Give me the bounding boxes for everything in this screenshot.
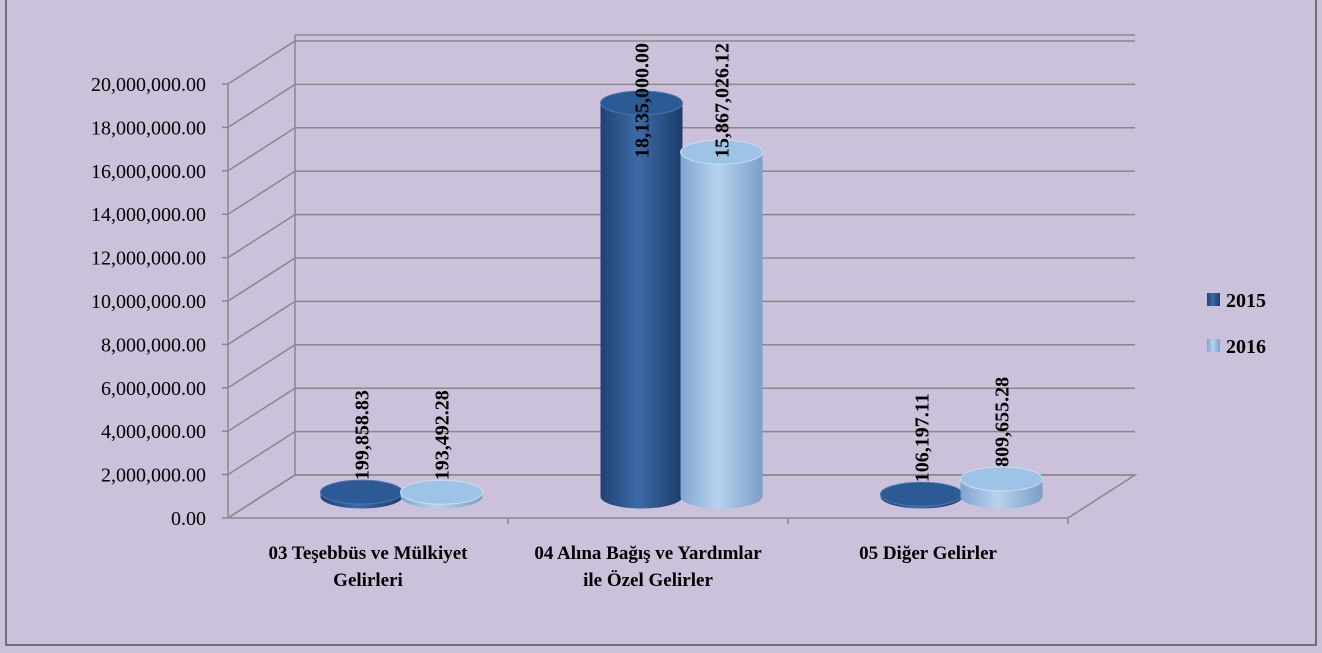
y-tick-label: 6,000,000.00 <box>101 378 206 400</box>
cylinder-top <box>400 479 483 505</box>
cylinder <box>400 479 483 509</box>
grid-line <box>227 40 1135 85</box>
grid-line <box>227 83 1135 129</box>
cylinder-top <box>880 481 963 507</box>
grid-line <box>227 387 1135 432</box>
value-label: 18,135,000.00 <box>632 43 654 158</box>
grid-line <box>227 474 1135 519</box>
cylinder <box>600 90 683 509</box>
cylinder-top <box>600 90 683 116</box>
cylinder <box>320 479 403 509</box>
value-label: 809,655.28 <box>992 377 1014 467</box>
y-tick-label: 2,000,000.00 <box>101 465 206 487</box>
cylinder <box>880 481 963 509</box>
cylinder-body <box>680 152 763 509</box>
grid-line <box>227 127 1135 172</box>
cylinder-top <box>680 139 763 165</box>
x-tick-label: 04 Alına Bağış ve Yardımlar ile Özel Gel… <box>534 543 762 591</box>
y-tick-label: 10,000,000.00 <box>91 291 206 313</box>
y-tick-label: 8,000,000.00 <box>101 334 206 356</box>
grid-line <box>227 213 1135 259</box>
cylinder-body <box>600 102 683 509</box>
y-tick-label: 16,000,000.00 <box>91 161 206 183</box>
x-tick-label: 05 Diğer Gelirler <box>859 543 997 564</box>
value-label: 15,867,026.12 <box>712 43 734 158</box>
x-tick-label: 03 Teşebbüs ve Mülkiyet Gelirleri <box>268 543 468 591</box>
grid-line <box>227 257 1135 302</box>
y-tick-label: 14,000,000.00 <box>91 204 206 226</box>
value-label: 193,492.28 <box>432 390 454 480</box>
y-tick-label: 0.00 <box>171 508 206 530</box>
y-tick-label: 12,000,000.00 <box>91 248 206 270</box>
cylinder-top <box>320 479 403 505</box>
cylinder <box>960 466 1043 509</box>
cylinder <box>680 139 763 509</box>
grid-line <box>227 344 1135 389</box>
y-tick-label: 20,000,000.00 <box>91 74 206 96</box>
grid-line <box>227 430 1135 476</box>
legend-label: 2015 <box>1226 290 1266 312</box>
value-label: 106,197.11 <box>912 393 934 482</box>
y-tick-label: 18,000,000.00 <box>91 117 206 139</box>
legend-swatch <box>1207 293 1220 306</box>
legend-label: 2016 <box>1226 336 1266 358</box>
grid-line <box>227 170 1135 215</box>
legend-swatch <box>1207 339 1220 352</box>
chart-border <box>5 0 1317 646</box>
grid-line <box>227 300 1135 346</box>
y-tick-label: 4,000,000.00 <box>101 421 206 443</box>
cylinder-top <box>960 466 1043 492</box>
value-label: 199,858.83 <box>352 390 374 480</box>
